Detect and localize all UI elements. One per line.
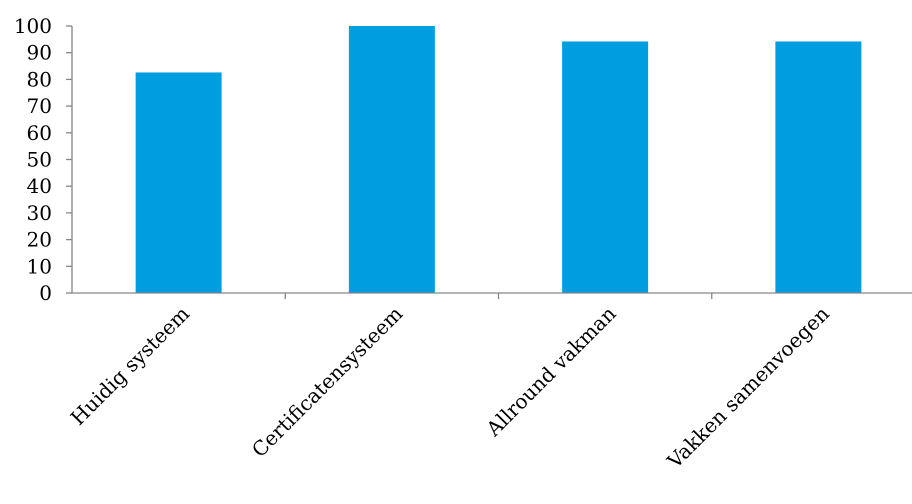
- y-tick-label: 100: [14, 14, 52, 38]
- y-tick-label: 60: [27, 121, 52, 145]
- y-tick-label: 20: [27, 228, 52, 252]
- bar: [135, 72, 222, 293]
- x-tick-label: Certificatensysteem: [247, 301, 407, 461]
- bar: [348, 26, 435, 293]
- bar: [775, 41, 862, 294]
- y-tick-label: 80: [27, 67, 52, 91]
- y-tick-label: 10: [27, 254, 52, 278]
- bar: [562, 41, 649, 294]
- x-axis-labels: Huidig systeem Certificatensysteem Allroun…: [66, 293, 834, 474]
- y-tick-label: 70: [27, 94, 52, 118]
- y-tick-label: 40: [27, 174, 52, 198]
- y-tick-label: 0: [39, 281, 52, 305]
- y-tick-label: 30: [27, 201, 52, 225]
- x-tick-label: Huidig systeem: [66, 301, 194, 429]
- bars-layer: [135, 26, 862, 294]
- y-tick-label: 50: [27, 148, 52, 172]
- y-tick-label: 90: [27, 41, 52, 65]
- x-tick-label: Vakken samenvoegen: [662, 301, 834, 473]
- x-tick-label: Allround vakman: [481, 301, 621, 441]
